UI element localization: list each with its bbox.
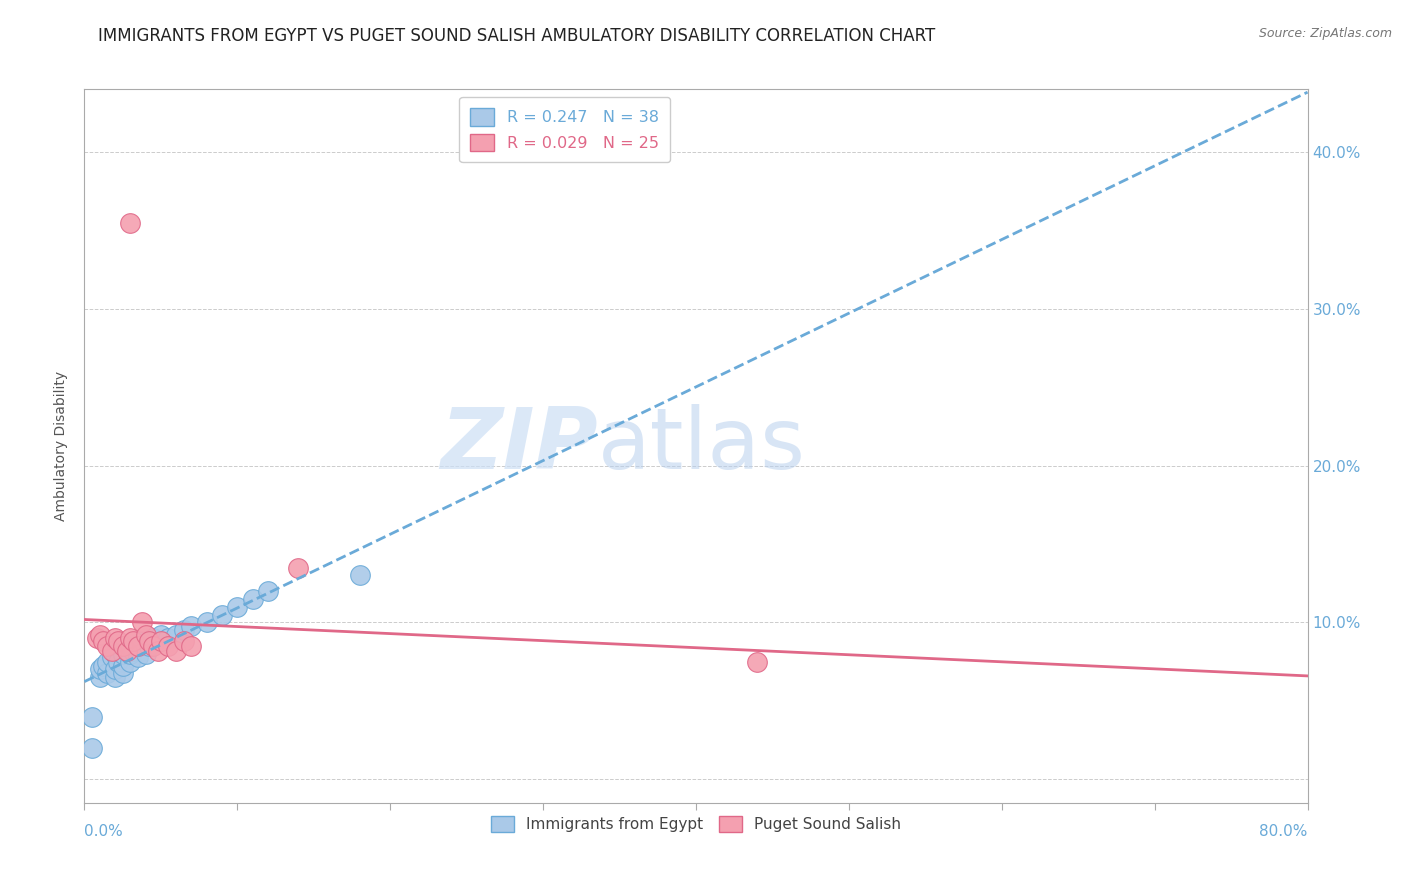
Point (104, 670, 127, 684)
Point (127, 639, 149, 653)
Point (349, 568, 371, 582)
Point (180, 618, 202, 632)
Point (111, 647, 134, 661)
Point (127, 649, 149, 664)
Point (107, 634, 129, 648)
Text: 80.0%: 80.0% (1260, 824, 1308, 839)
Point (122, 643, 145, 657)
Point (138, 634, 160, 648)
Point (157, 639, 180, 653)
Point (96, 655, 118, 669)
Point (111, 639, 134, 653)
Y-axis label: Ambulatory Disability: Ambulatory Disability (55, 371, 69, 521)
Text: atlas: atlas (598, 404, 806, 488)
Point (131, 615, 153, 630)
Point (107, 655, 129, 669)
Point (115, 639, 138, 653)
Point (111, 665, 134, 680)
Point (165, 643, 187, 657)
Text: 0.0%: 0.0% (84, 824, 124, 839)
Point (226, 599, 249, 614)
Point (149, 634, 172, 648)
Point (211, 607, 233, 622)
Point (135, 628, 157, 642)
Point (91, 634, 114, 648)
Point (120, 631, 142, 645)
Text: IMMIGRANTS FROM EGYPT VS PUGET SOUND SALISH AMBULATORY DISABILITY CORRELATION CH: IMMIGRANTS FROM EGYPT VS PUGET SOUND SAL… (98, 27, 935, 45)
Point (91, 659, 114, 673)
Point (142, 639, 165, 653)
Legend: Immigrants from Egypt, Puget Sound Salish: Immigrants from Egypt, Puget Sound Salis… (485, 810, 907, 838)
Point (165, 628, 187, 642)
Point (195, 615, 218, 630)
Point (173, 624, 195, 638)
Point (104, 631, 127, 645)
Point (173, 634, 195, 648)
Point (747, 655, 769, 669)
Point (80, 740, 103, 755)
Point (242, 591, 264, 606)
Point (86, 631, 108, 645)
Point (127, 639, 149, 653)
Point (135, 647, 157, 661)
Point (115, 643, 138, 657)
Text: ZIP: ZIP (440, 404, 598, 488)
Point (138, 639, 160, 653)
Point (131, 634, 153, 648)
Point (104, 663, 127, 677)
Point (104, 647, 127, 661)
Point (80, 709, 103, 723)
Point (142, 631, 165, 645)
Point (89, 628, 111, 642)
Point (120, 215, 142, 229)
Point (149, 628, 172, 642)
Point (287, 560, 309, 574)
Text: Source: ZipAtlas.com: Source: ZipAtlas.com (1258, 27, 1392, 40)
Point (180, 639, 202, 653)
Point (149, 634, 172, 648)
Point (101, 643, 124, 657)
Point (96, 665, 118, 680)
Point (101, 649, 124, 664)
Point (96, 639, 118, 653)
Point (111, 659, 134, 673)
Point (89, 670, 111, 684)
Point (157, 631, 180, 645)
Point (122, 634, 145, 648)
Point (146, 643, 169, 657)
Point (120, 647, 142, 661)
Point (89, 663, 111, 677)
Point (257, 584, 280, 599)
Point (135, 631, 157, 645)
Point (120, 655, 142, 669)
